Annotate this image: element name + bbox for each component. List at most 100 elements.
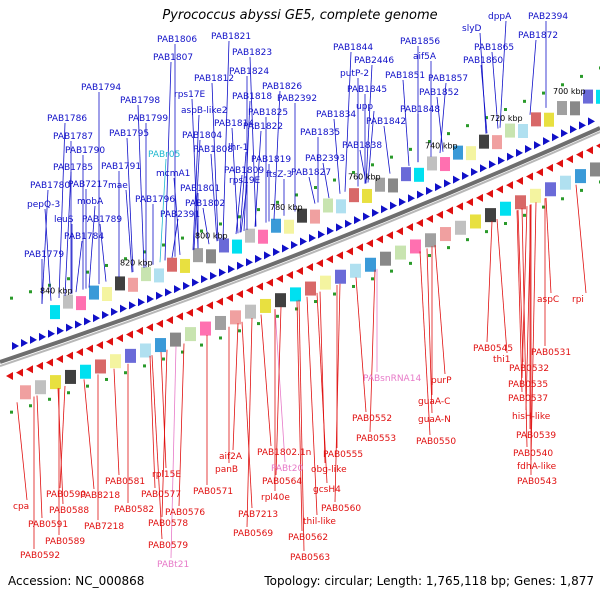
reverse-gene-arrow: [146, 323, 153, 332]
reverse-label-leader: [521, 208, 528, 448]
forward-label-leader: [191, 98, 199, 249]
forward-gene-label: PAB1785: [53, 163, 93, 173]
forward-label-leader: [193, 139, 201, 250]
reverse-gene-label: obg-like: [311, 465, 347, 475]
forward-gene-label: lhr-1: [228, 143, 248, 153]
forward-cog-block: [505, 123, 515, 138]
forward-label-leader: [210, 153, 218, 242]
forward-label-leader: [159, 158, 167, 263]
reverse-label-leader: [369, 269, 376, 433]
forward-cog-block: [492, 135, 502, 150]
reverse-cog-block: [275, 293, 286, 308]
accession-text: Accession: NC_000868: [8, 574, 145, 588]
reverse-cog-block: [35, 380, 46, 395]
reverse-gene-arrow: [296, 267, 303, 276]
forward-label-leader: [308, 176, 316, 204]
reverse-marker-dot: [124, 371, 127, 375]
reverse-gene-label: PAB0555: [323, 450, 363, 460]
forward-gene-arrow: [39, 332, 46, 341]
forward-marker-dot: [67, 277, 70, 281]
reverse-marker-dot: [143, 364, 146, 368]
forward-gene-label: mobA: [77, 197, 104, 207]
forward-gene-arrow: [75, 320, 82, 329]
forward-marker-dot: [238, 215, 241, 219]
reverse-label-leader: [241, 321, 253, 509]
forward-gene-arrow: [111, 307, 118, 316]
forward-label-leader: [202, 207, 210, 245]
forward-gene-label: PAB1794: [81, 83, 121, 93]
reverse-cog-block: [125, 348, 136, 363]
reverse-cog-block: [470, 214, 481, 229]
reverse-gene-label: PAB0578: [148, 519, 188, 529]
reverse-gene-label: PAB7218: [84, 522, 124, 532]
forward-gene-label: PAB2394: [528, 12, 568, 22]
reverse-gene-label: thil-like: [303, 517, 336, 527]
forward-gene-label: PAB1809: [224, 166, 264, 176]
forward-gene-label: PAB1852: [419, 88, 459, 98]
forward-marker-dot: [352, 170, 355, 174]
reverse-gene-label: PAB0531: [531, 348, 571, 358]
reverse-label-leader: [545, 197, 552, 294]
forward-gene-label: PAB1824: [229, 67, 269, 77]
reverse-gene-label: PAB0582: [114, 505, 154, 515]
forward-marker-dot: [143, 250, 146, 254]
reverse-marker-dot: [181, 350, 184, 354]
forward-gene-label: slyD: [462, 24, 482, 34]
reverse-gene-label: PAB0537: [508, 394, 548, 404]
forward-gene-arrow: [543, 137, 550, 146]
forward-label-leader: [240, 184, 248, 233]
forward-cog-block: [453, 145, 463, 160]
forward-gene-arrow: [246, 258, 253, 267]
forward-gene-arrow: [219, 268, 226, 277]
reverse-label-leader: [161, 349, 168, 518]
reverse-cog-block: [425, 233, 436, 248]
reverse-marker-dot: [561, 197, 564, 201]
forward-marker-dot: [295, 193, 298, 197]
forward-label-leader: [58, 122, 66, 299]
forward-label-leader: [344, 51, 352, 192]
reverse-gene-label: PAB0581: [105, 477, 145, 487]
reverse-label-leader: [160, 351, 167, 469]
reverse-gene-label: PAB0535: [508, 380, 548, 390]
reverse-gene-arrow: [426, 214, 433, 223]
forward-gene-label: aif5A: [413, 52, 437, 62]
forward-gene-arrow: [300, 237, 307, 246]
forward-label-leader: [222, 40, 230, 239]
forward-gene-arrow: [390, 201, 397, 210]
reverse-gene-label: PAB0563: [290, 553, 330, 563]
reverse-gene-label: fdhA-like: [517, 462, 557, 472]
forward-gene-label: PAB1865: [474, 43, 514, 53]
reverse-marker-dot: [10, 410, 13, 414]
reverse-gene-label: thi1: [493, 355, 510, 365]
forward-gene-arrow: [336, 223, 343, 232]
forward-marker-dot: [542, 91, 545, 95]
topology-text: Topology: circular; Length: 1,765,118 bp…: [264, 574, 594, 588]
forward-gene-label: PAB1860: [463, 56, 503, 66]
reverse-label-leader: [260, 314, 272, 447]
forward-marker-dot: [48, 283, 51, 287]
reverse-label-leader: [36, 395, 43, 519]
forward-gene-arrow: [588, 117, 595, 126]
reverse-label-leader: [83, 379, 95, 490]
forward-gene-arrow: [345, 219, 352, 228]
forward-label-leader: [499, 20, 507, 128]
reverse-gene-arrow: [156, 319, 163, 328]
scale-tick-label: 760 kbp: [348, 173, 381, 182]
forward-marker-dot: [200, 229, 203, 233]
reverse-cog-block: [575, 169, 586, 184]
forward-gene-label: PAB1802: [185, 199, 225, 209]
forward-cog-block: [518, 123, 528, 138]
forward-marker-dot: [523, 99, 526, 103]
reverse-gene-arrow: [226, 293, 233, 302]
reverse-label-leader: [306, 296, 318, 516]
forward-gene-arrow: [192, 278, 199, 287]
reverse-label-leader: [232, 323, 239, 451]
forward-gene-label: rps19E: [229, 176, 261, 186]
forward-gene-label: PAB2446: [354, 56, 394, 66]
reverse-cog-block: [365, 257, 376, 272]
forward-gene-label: PAB1857: [428, 74, 468, 84]
reverse-gene-label: rpl15E: [152, 470, 181, 480]
reverse-marker-dot: [390, 269, 393, 273]
